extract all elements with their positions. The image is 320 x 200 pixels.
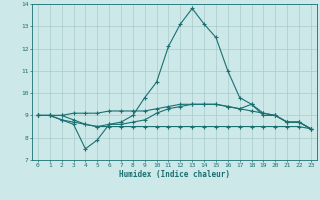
X-axis label: Humidex (Indice chaleur): Humidex (Indice chaleur) [119, 170, 230, 179]
